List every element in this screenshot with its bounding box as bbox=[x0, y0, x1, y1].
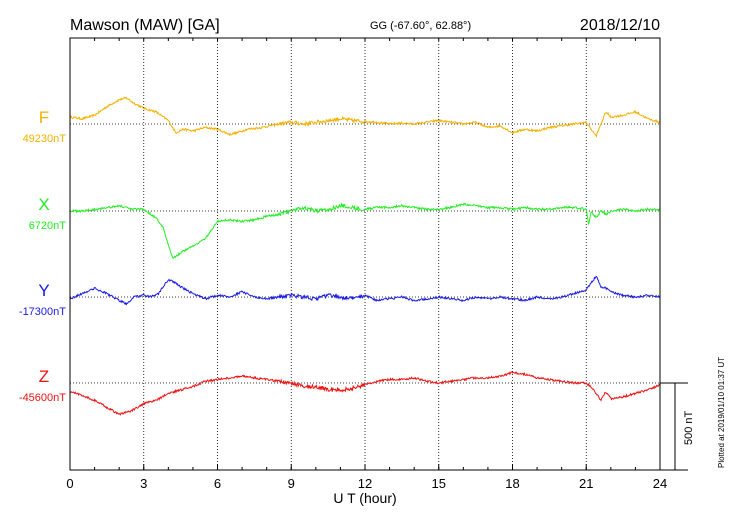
plot-frame bbox=[69, 37, 661, 471]
x-tick-label: 18 bbox=[505, 476, 519, 491]
x-axis: 0 3 6 9 12 15 18 21 24 bbox=[66, 38, 667, 491]
x-tick-label: 12 bbox=[358, 476, 372, 491]
coords-label: GG (-67.60°, 62.88°) bbox=[370, 20, 471, 32]
series-baseline-f: 49230nT bbox=[23, 133, 67, 145]
x-tick-label: 24 bbox=[653, 476, 667, 491]
series-name-x: X bbox=[38, 195, 49, 214]
series-name-y: Y bbox=[38, 281, 49, 300]
series-name-z: Z bbox=[39, 367, 49, 386]
series-line-y bbox=[69, 275, 661, 306]
x-tick-label: 9 bbox=[288, 476, 295, 491]
scale-bar: 500 nT bbox=[660, 382, 695, 471]
x-tick-label: 6 bbox=[214, 476, 221, 491]
series-layer bbox=[69, 96, 661, 416]
series-line-x bbox=[69, 202, 660, 259]
series-baseline-x: 6720nT bbox=[29, 220, 67, 232]
station-title: Mawson (MAW) [GA] bbox=[70, 17, 220, 34]
scale-bar-label: 500 nT bbox=[683, 410, 695, 445]
plotted-footnote: Plotted at 2019/01/10 01:37 UT bbox=[717, 357, 726, 468]
x-tick-label: 0 bbox=[66, 476, 73, 491]
series-line-z bbox=[69, 371, 661, 416]
grid bbox=[70, 38, 660, 470]
x-tick-label: 3 bbox=[140, 476, 147, 491]
series-name-f: F bbox=[39, 108, 49, 127]
series-line-f bbox=[69, 96, 661, 138]
x-tick-label: 21 bbox=[579, 476, 593, 491]
series-labels: F 49230nT X 6720nT Y -17300nT Z -45600nT bbox=[19, 108, 66, 404]
x-axis-label: U T (hour) bbox=[333, 490, 396, 506]
x-tick-label: 15 bbox=[432, 476, 446, 491]
series-baseline-y: -17300nT bbox=[19, 306, 66, 318]
date-label: 2018/12/10 bbox=[580, 17, 660, 34]
series-baseline-z: -45600nT bbox=[19, 392, 66, 404]
